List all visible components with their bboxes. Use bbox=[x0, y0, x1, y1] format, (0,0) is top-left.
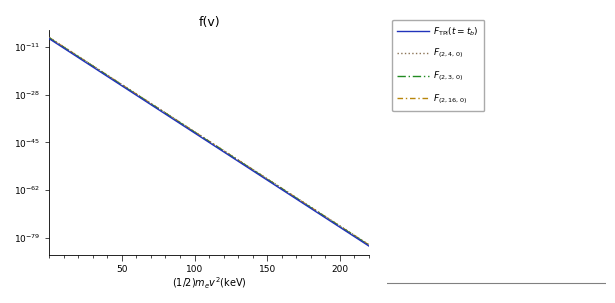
Title: f(v): f(v) bbox=[198, 16, 220, 29]
X-axis label: $(1/2)m_ev^2$(keV): $(1/2)m_ev^2$(keV) bbox=[172, 275, 247, 291]
Legend: $F_{\mathrm{TPI}}(t{=}t_b)$, $F_{(2,4,0)}$, $F_{(2,3,0)}$, $F_{(2,16,0)}$: $F_{\mathrm{TPI}}(t{=}t_b)$, $F_{(2,4,0)… bbox=[392, 20, 485, 112]
